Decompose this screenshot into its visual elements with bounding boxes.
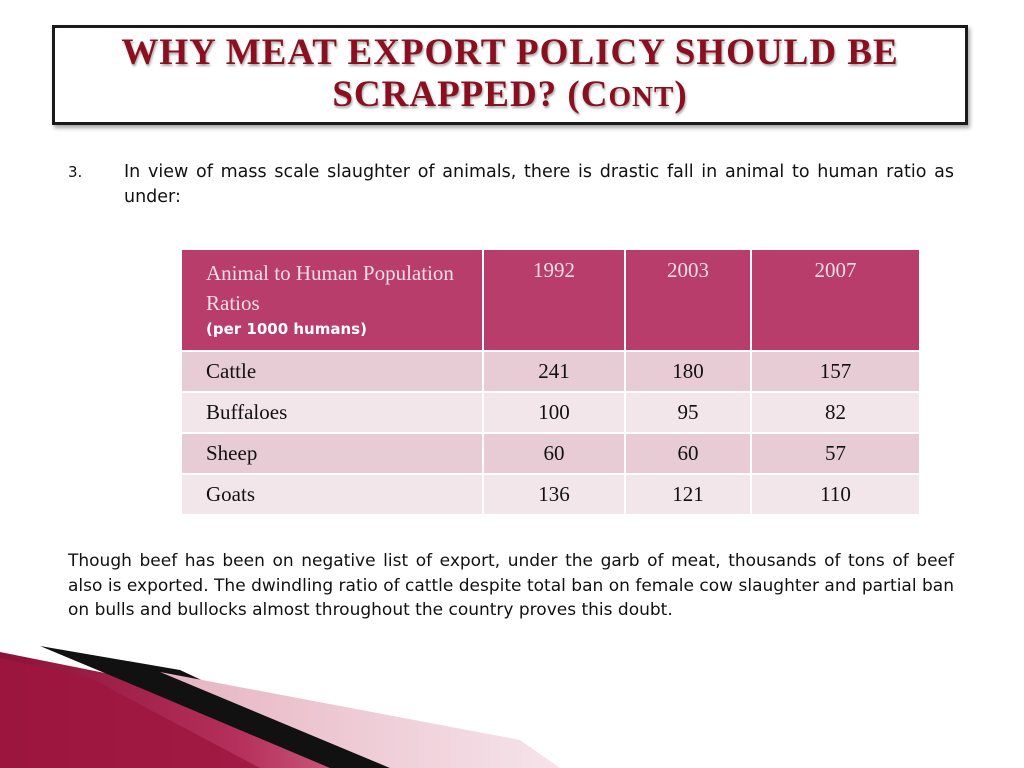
table-row: Cattle 241 180 157 <box>180 350 921 393</box>
header-year-2003: 2003 <box>624 248 752 352</box>
header-label-cell: Animal to Human Population Ratios (per 1… <box>180 248 484 352</box>
table-cell: 110 <box>750 473 921 516</box>
title-line-2-end: ) <box>674 74 688 115</box>
table-cell: 241 <box>482 350 626 393</box>
slide-title-line-1: WHY MEAT EXPORT POLICY SHOULD BE <box>121 32 899 73</box>
row-label: Cattle <box>180 350 484 393</box>
deco-band-black <box>40 646 390 768</box>
header-sublabel: (per 1000 humans) <box>206 320 367 338</box>
title-line-2-caps: SCRAPPED? (C <box>332 74 609 115</box>
title-line-2-smallcaps: ONT <box>608 81 675 113</box>
table-cell: 121 <box>624 473 752 516</box>
header-year-1992: 1992 <box>482 248 626 352</box>
table-cell: 136 <box>482 473 626 516</box>
table-cell: 57 <box>750 432 921 475</box>
deco-band-light <box>160 672 560 768</box>
row-label: Sheep <box>180 432 484 475</box>
header-year-2007: 2007 <box>750 248 921 352</box>
point-3: 3. In view of mass scale slaughter of an… <box>68 160 954 210</box>
table-header-row: Animal to Human Population Ratios (per 1… <box>180 248 921 352</box>
table-row: Sheep 60 60 57 <box>180 432 921 475</box>
table-cell: 60 <box>482 432 626 475</box>
row-label: Buffaloes <box>180 391 484 434</box>
point-number: 3. <box>68 163 83 181</box>
table-row: Buffaloes 100 95 82 <box>180 391 921 434</box>
row-label: Goats <box>180 473 484 516</box>
deco-band-accent <box>0 658 260 768</box>
table-row: Goats 136 121 110 <box>180 473 921 516</box>
ratio-table: Animal to Human Population Ratios (per 1… <box>180 248 921 516</box>
slide-title-line-2: SCRAPPED? (CONT) <box>332 74 687 118</box>
title-box: WHY MEAT EXPORT POLICY SHOULD BE SCRAPPE… <box>52 25 968 125</box>
body-paragraph: Though beef has been on negative list of… <box>68 551 954 620</box>
table-cell: 95 <box>624 391 752 434</box>
point-text: In view of mass scale slaughter of anima… <box>124 162 954 207</box>
corner-decoration <box>0 646 560 768</box>
table-cell: 82 <box>750 391 921 434</box>
table-cell: 157 <box>750 350 921 393</box>
table-cell: 180 <box>624 350 752 393</box>
header-label: Animal to Human Population Ratios <box>206 261 454 315</box>
table-cell: 100 <box>482 391 626 434</box>
table-cell: 60 <box>624 432 752 475</box>
